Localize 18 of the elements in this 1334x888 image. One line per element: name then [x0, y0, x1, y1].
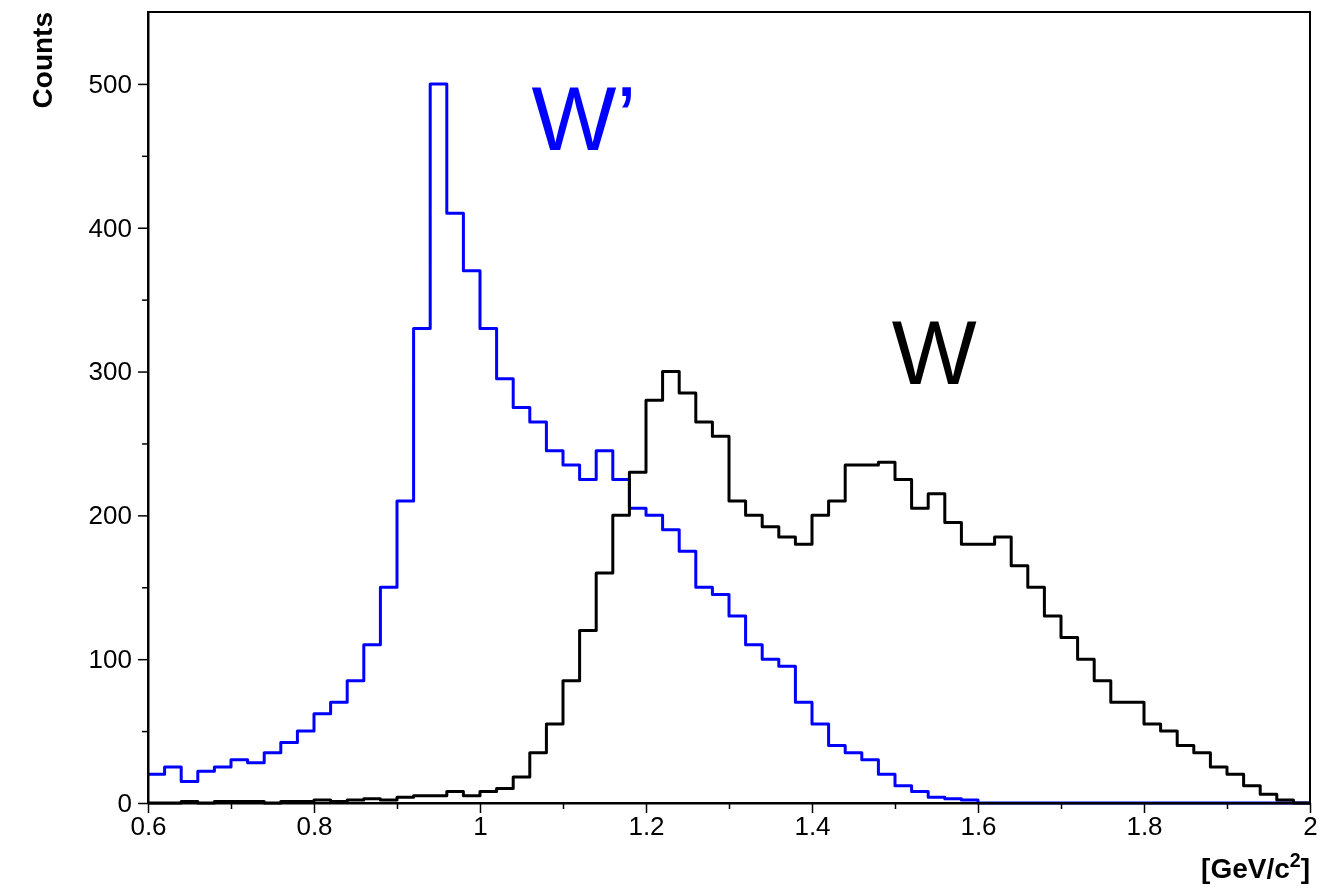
x-tick-label: 0.8	[296, 811, 333, 842]
y-tick-label: 400	[88, 212, 132, 243]
y-tick-label: 200	[88, 500, 132, 531]
annotation: W’	[531, 69, 637, 170]
x-tick-label: 0.6	[130, 811, 167, 842]
y-tick-label: 0	[117, 787, 132, 818]
y-tick-label: 300	[88, 356, 132, 387]
y-axis-title: Counts	[27, 12, 58, 109]
x-tick-label: 2	[1303, 811, 1318, 842]
x-tick-label: 1.4	[794, 811, 831, 842]
x-axis-title: [GeV/c$^{2}$]	[1201, 849, 1310, 884]
x-tick-label: 1.6	[960, 811, 997, 842]
x-tick-label: 1	[473, 811, 488, 842]
annotation: W	[891, 302, 977, 403]
y-tick-label: 100	[88, 644, 132, 674]
y-tick-label: 500	[88, 68, 132, 99]
x-tick-label: 1.8	[1126, 811, 1163, 842]
x-tick-label: 1.2	[628, 811, 665, 842]
